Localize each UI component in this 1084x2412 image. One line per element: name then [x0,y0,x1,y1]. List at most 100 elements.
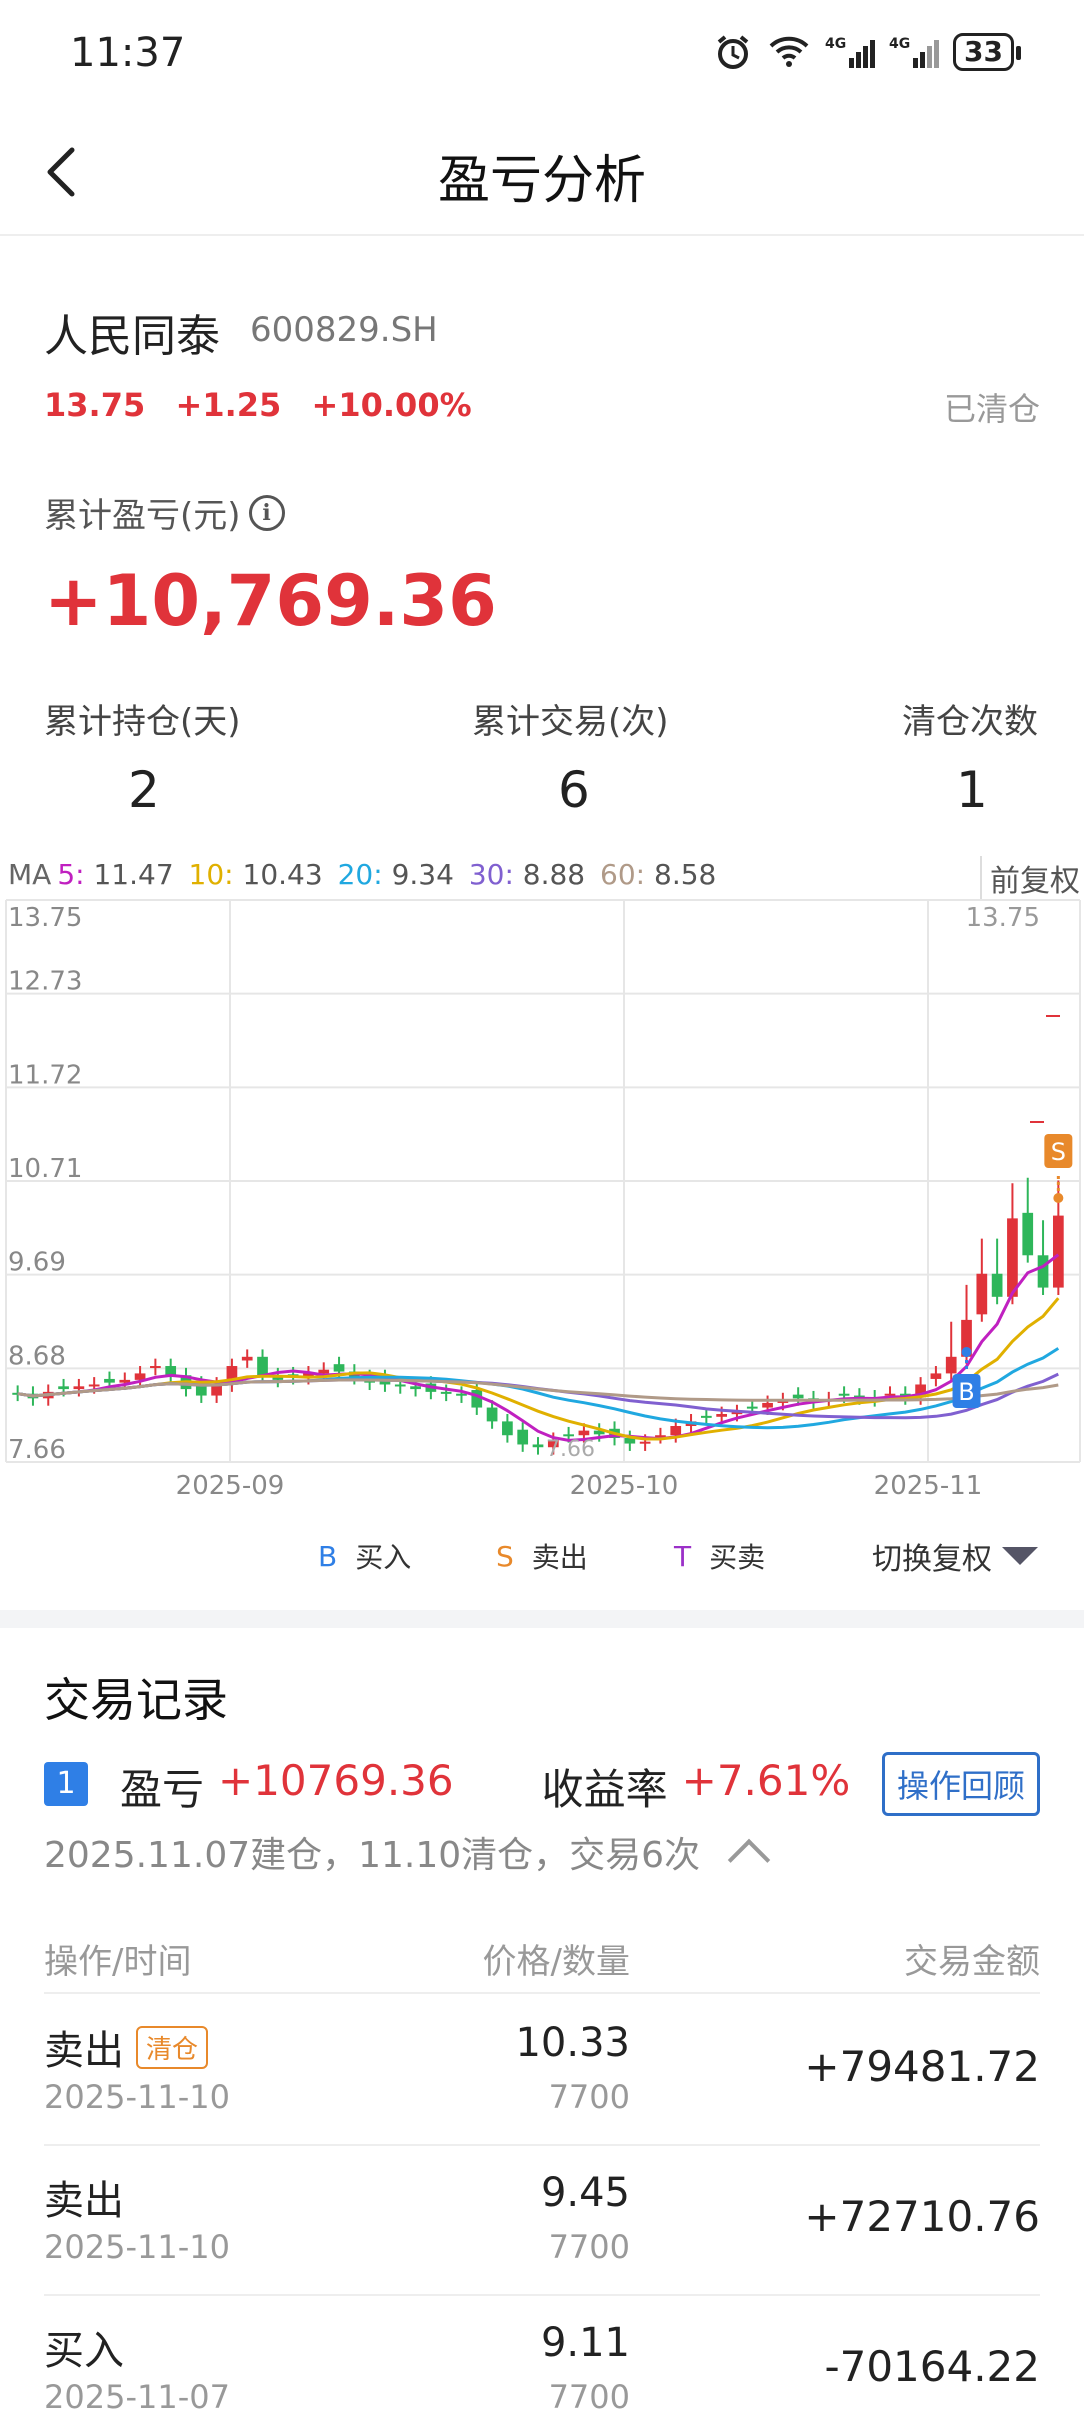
status-icons: 4G 4G 33 [713,32,1021,72]
adjust-mode[interactable]: 前复权 [980,856,1080,900]
header-amount: 交易金额 [904,1942,1040,1982]
table-row-op: 卖出 [44,2168,124,2226]
stock-change: +1.25 [175,386,282,424]
legend-sell: S 卖出 [496,1536,588,1576]
operation-review-button[interactable]: 操作回顾 [881,1752,1040,1816]
candle-body [1022,1212,1034,1256]
chevron-up-icon[interactable] [727,1838,771,1882]
table-divider [44,1992,1040,1994]
ma-val: 11.47 [93,858,174,891]
cum-pnl-value: +10,769.36 [44,560,497,642]
ma-val: 10.43 [242,858,323,891]
candle-body [930,1373,942,1379]
candle-body [655,1435,666,1438]
ma-lines [17,1253,1060,1442]
op-amount: +72710.76 [804,2192,1040,2241]
back-arrow-icon[interactable] [34,142,94,202]
op-qty: 7700 [548,2228,630,2266]
candle-body [961,1319,972,1357]
record-index-badge: 1 [44,1762,88,1806]
switch-adjust-button[interactable]: 切换复权 [872,1534,1038,1578]
y-tick-label: 10.71 [8,1154,82,1184]
pnl-value: +10769.36 [218,1756,454,1805]
svg-text:4G: 4G [825,36,846,52]
candle-body [150,1366,161,1369]
ma-line [17,1378,1059,1402]
candle-body [58,1386,69,1390]
legend-key: S [496,1539,514,1573]
candle-body [226,1366,238,1385]
op-qty: 7700 [548,2078,630,2116]
kline-chart[interactable]: 13.75 12.73 11.72 10.71 9.69 8.68 7.66 2025-09 2… [0,896,1084,1516]
ma-val: 8.58 [654,858,717,891]
candle-body [394,1384,406,1387]
y-tick-label: 13.75 [8,903,82,933]
candle-body [211,1384,222,1396]
candle-body [792,1394,804,1399]
stat-label: 累计持仓(天) [44,702,241,742]
chart-grid [5,899,1081,1463]
min-price-label: 7.66 [546,1437,595,1462]
y-tick-label: 12.73 [8,967,82,997]
table-row-op: 买入 [44,2318,124,2376]
ma-line [17,1253,1060,1442]
candle-body [746,1406,758,1409]
candle-body [456,1393,467,1396]
ma60: 60: 8.58 [591,858,716,891]
candle-body [991,1273,1003,1297]
y-tick-label: 11.72 [8,1060,82,1090]
candle-body [12,1392,24,1395]
candle-body [440,1391,452,1394]
y-tick-label: 8.68 [8,1341,66,1371]
stat-value: 1 [956,761,988,819]
candle-body [639,1441,651,1444]
trade-records-title: 交易记录 [44,1673,228,1727]
stock-change-pct: +10.00% [311,386,472,424]
op-price: 9.45 [540,2170,630,2216]
ma-key: 30: [468,858,514,891]
x-tick-label: 2025-09 [176,1471,285,1501]
ma-key: 20: [337,858,383,891]
wifi-icon [769,36,809,67]
ma5: 5: 11.47 [57,858,173,891]
candle-body [762,1402,773,1408]
record-summary-text: 2025.11.07建仓，11.10清仓，交易6次 [44,1835,701,1876]
candle-body [471,1390,483,1408]
svg-text:4G: 4G [889,36,910,52]
legend-label: 买卖 [709,1541,766,1574]
op-price: 9.11 [540,2320,630,2366]
header-op-time: 操作/时间 [44,1942,192,1982]
cum-pnl-label-text: 累计盈亏(元) [44,496,241,536]
sell-marker-dot [1053,1193,1064,1203]
stock-name: 人民同泰 [44,311,220,362]
candle-body [624,1438,636,1444]
candle-body [547,1439,559,1448]
stat-label: 清仓次数 [902,702,1038,742]
stock-code: 600829.SH [250,310,438,350]
candle-body [838,1393,850,1396]
candle-body [915,1384,926,1398]
candle-body [318,1369,330,1374]
op-type: 卖出 [44,2028,124,2074]
candle-body [1037,1255,1049,1288]
stat-value: 2 [128,761,160,819]
candle-body [593,1430,605,1435]
alarm-icon [717,35,749,69]
ma-prefix: MA [8,858,52,891]
legend-label: 买入 [355,1541,412,1574]
legend-label: 卖出 [531,1541,588,1574]
legend-key: B [318,1539,338,1573]
stat-hold-days: 累计持仓(天) 2 [44,694,384,819]
info-icon[interactable]: i [248,494,285,531]
candle-body [241,1356,253,1361]
record-summary[interactable]: 2025.11.07建仓，11.10清仓，交易6次 [44,1826,771,1882]
op-type: 卖出 [44,2178,124,2224]
candle-body [517,1429,529,1445]
candle-body [854,1395,865,1398]
return-label: 收益率 [541,1765,668,1814]
candle-body [486,1407,498,1422]
candle-body [195,1383,207,1396]
record-pnl-line: 盈亏 +10769.36 收益率 +7.61% [120,1756,850,1817]
candle-body [976,1273,988,1315]
spacer [468,1756,528,1817]
